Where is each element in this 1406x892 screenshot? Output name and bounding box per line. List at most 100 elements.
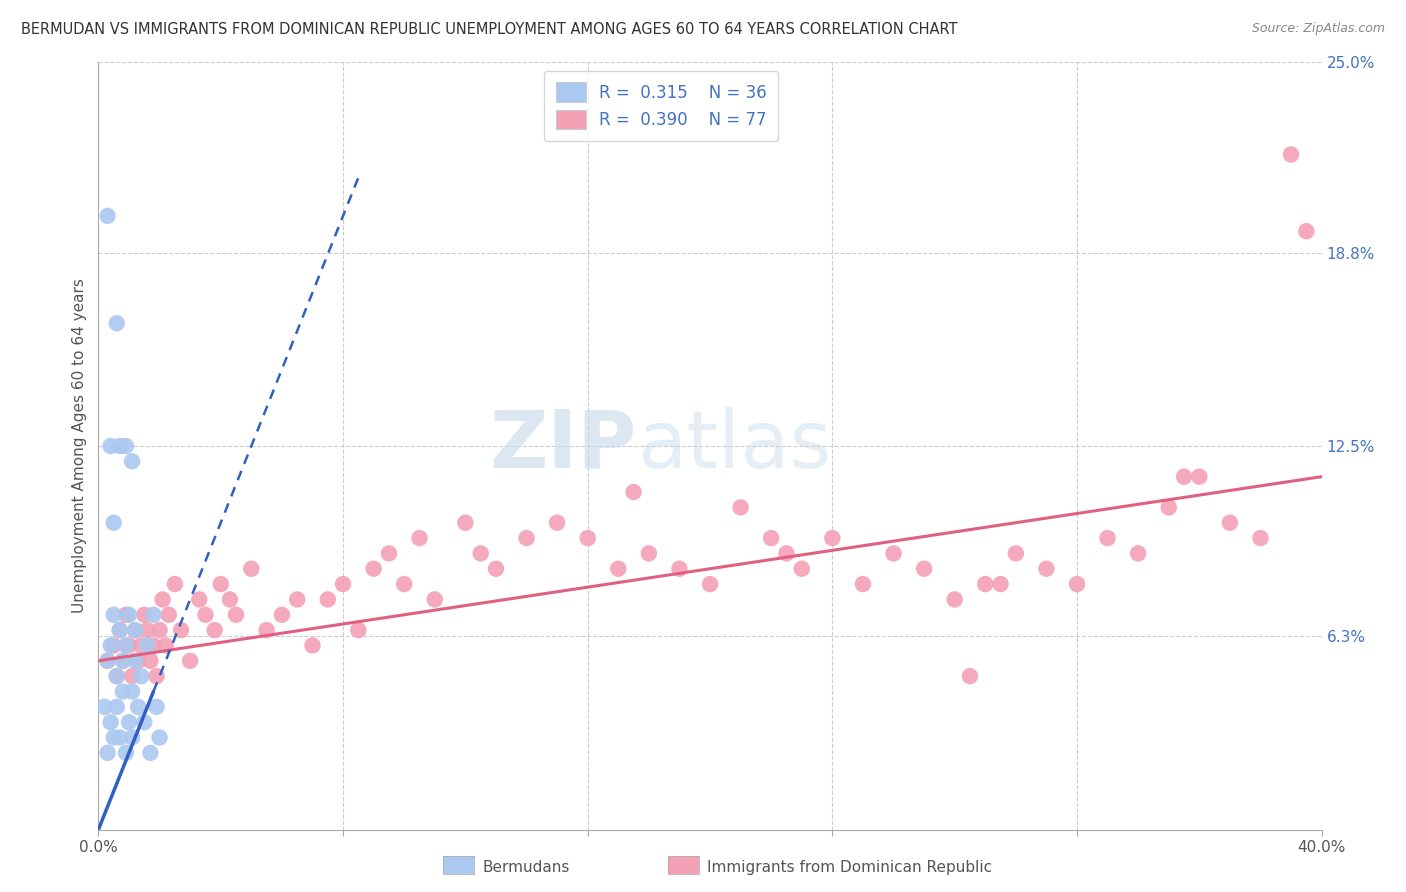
Text: Source: ZipAtlas.com: Source: ZipAtlas.com <box>1251 22 1385 36</box>
Point <box>1035 562 1057 576</box>
Point <box>821 531 844 545</box>
Point <box>240 562 263 576</box>
Point <box>134 607 156 622</box>
Point <box>115 639 138 653</box>
Point <box>105 669 128 683</box>
Point <box>97 654 120 668</box>
Point <box>1173 469 1195 483</box>
Point <box>225 607 247 622</box>
Point <box>1219 516 1241 530</box>
Point <box>1295 224 1317 238</box>
Point <box>103 639 125 653</box>
Point <box>285 592 308 607</box>
Point <box>959 669 981 683</box>
Point <box>105 669 128 683</box>
Point <box>100 639 122 653</box>
Point <box>124 623 146 637</box>
Point <box>108 623 131 637</box>
Point <box>188 592 211 607</box>
Point <box>1279 147 1302 161</box>
Point <box>363 562 385 576</box>
Text: atlas: atlas <box>637 407 831 485</box>
Point <box>93 699 115 714</box>
Point <box>100 439 122 453</box>
Point <box>470 546 492 560</box>
Point <box>790 562 813 576</box>
Point <box>103 516 125 530</box>
Point <box>1066 577 1088 591</box>
Point <box>139 746 162 760</box>
Point <box>170 623 193 637</box>
Point <box>136 623 159 637</box>
Point <box>124 654 146 668</box>
Point <box>129 669 152 683</box>
Point <box>127 654 149 668</box>
Point <box>118 715 141 730</box>
Point <box>759 531 782 545</box>
Point <box>111 654 134 668</box>
Point <box>454 516 477 530</box>
Point <box>121 454 143 468</box>
Point <box>97 654 120 668</box>
Point <box>730 500 752 515</box>
Point <box>142 639 165 653</box>
Point <box>179 654 201 668</box>
Point <box>943 592 966 607</box>
Point <box>852 577 875 591</box>
Y-axis label: Unemployment Among Ages 60 to 64 years: Unemployment Among Ages 60 to 64 years <box>72 278 87 614</box>
Point <box>142 607 165 622</box>
Text: ZIP: ZIP <box>489 407 637 485</box>
Point <box>139 654 162 668</box>
Point <box>108 439 131 453</box>
Point <box>883 546 905 560</box>
Point <box>332 577 354 591</box>
Point <box>129 639 152 653</box>
Point <box>145 699 167 714</box>
Point <box>145 669 167 683</box>
Point <box>623 485 645 500</box>
Point <box>546 516 568 530</box>
Point <box>516 531 538 545</box>
Text: Immigrants from Dominican Republic: Immigrants from Dominican Republic <box>707 860 993 874</box>
Point <box>163 577 186 591</box>
Point <box>576 531 599 545</box>
Point <box>301 639 323 653</box>
Text: BERMUDAN VS IMMIGRANTS FROM DOMINICAN REPUBLIC UNEMPLOYMENT AMONG AGES 60 TO 64 : BERMUDAN VS IMMIGRANTS FROM DOMINICAN RE… <box>21 22 957 37</box>
Point <box>108 623 131 637</box>
Point <box>1157 500 1180 515</box>
Point <box>136 639 159 653</box>
Point <box>100 715 122 730</box>
Legend: R =  0.315    N = 36, R =  0.390    N = 77: R = 0.315 N = 36, R = 0.390 N = 77 <box>544 70 779 141</box>
Point <box>115 439 138 453</box>
Point <box>124 623 146 637</box>
Point <box>118 639 141 653</box>
Point <box>990 577 1012 591</box>
Point <box>115 607 138 622</box>
Text: Bermudans: Bermudans <box>482 860 569 874</box>
Point <box>637 546 661 560</box>
Point <box>699 577 721 591</box>
Point <box>1128 546 1150 560</box>
Point <box>103 731 125 745</box>
Point <box>111 684 134 698</box>
Point <box>155 639 177 653</box>
Point <box>149 623 172 637</box>
Point <box>121 731 143 745</box>
Point <box>127 699 149 714</box>
Point <box>152 592 174 607</box>
Point <box>423 592 446 607</box>
Point <box>209 577 232 591</box>
Point <box>97 209 120 223</box>
Point <box>256 623 278 637</box>
Point <box>270 607 292 622</box>
Point <box>912 562 935 576</box>
Point <box>157 607 180 622</box>
Point <box>121 669 143 683</box>
Point <box>204 623 226 637</box>
Point <box>1249 531 1271 545</box>
Point <box>219 592 242 607</box>
Point <box>115 746 138 760</box>
Point <box>408 531 430 545</box>
Point <box>108 731 131 745</box>
Point <box>105 699 128 714</box>
